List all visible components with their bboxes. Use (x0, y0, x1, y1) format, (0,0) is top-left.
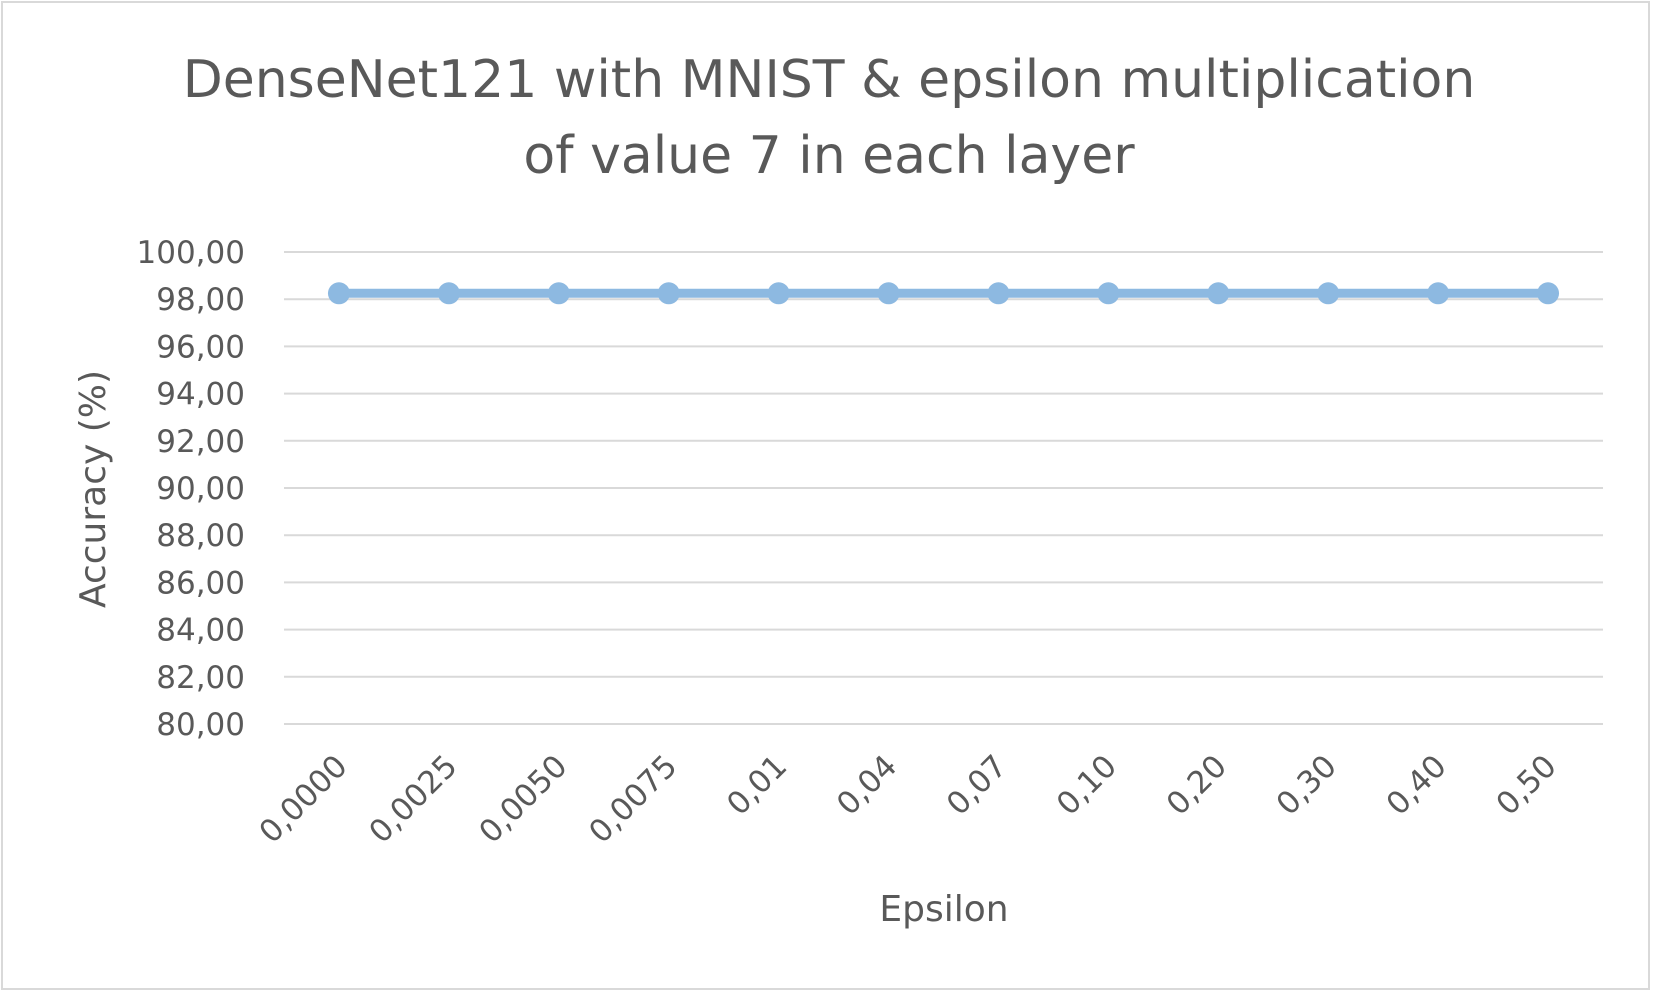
data-point (767, 282, 790, 305)
x-tick-label: 0,0075 (582, 748, 684, 850)
x-tick-label: 0,20 (1160, 748, 1234, 822)
y-axis-title: Accuracy (%) (73, 370, 114, 608)
x-axis-title: Epsilon (879, 889, 1008, 930)
data-point (657, 282, 680, 305)
data-point (877, 282, 900, 305)
x-tick-label: 0,40 (1380, 748, 1454, 822)
x-tick-label: 0,04 (830, 748, 904, 822)
data-point (1317, 282, 1340, 305)
x-tick-label: 0,30 (1270, 748, 1344, 822)
y-tick-label: 100,00 (137, 235, 245, 271)
data-point (1207, 282, 1230, 305)
data-point (437, 282, 460, 305)
x-axis-tick-labels: 0,0000 0,0025 0,0050 0,0075 0,01 0,04 0,07 0,10… (252, 748, 1563, 850)
y-tick-label: 86,00 (156, 565, 245, 601)
gridlines (284, 251, 1603, 725)
y-tick-label: 82,00 (156, 660, 245, 696)
y-tick-label: 94,00 (156, 377, 245, 413)
chart-area: DenseNet121 with MNIST & epsilon multipl… (73, 50, 1603, 930)
data-point (547, 282, 570, 305)
y-tick-label: 88,00 (156, 518, 245, 554)
series-accuracy (327, 282, 1560, 305)
x-tick-label: 0,50 (1489, 748, 1563, 822)
data-point (327, 282, 350, 305)
x-tick-label: 0,0025 (362, 748, 464, 850)
x-tick-label: 0,10 (1050, 748, 1124, 822)
x-tick-label: 0,0050 (472, 748, 574, 850)
data-point (987, 282, 1010, 305)
x-tick-label: 0,07 (940, 748, 1014, 822)
y-axis-tick-labels: 100,00 98,00 96,00 94,00 92,00 90,00 88,00 86,0… (137, 235, 245, 743)
y-tick-label: 90,00 (156, 471, 245, 507)
x-tick-label: 0,01 (720, 748, 794, 822)
y-tick-label: 92,00 (156, 424, 245, 460)
y-tick-label: 84,00 (156, 613, 245, 649)
data-point (1097, 282, 1120, 305)
chart-title-line-1: DenseNet121 with MNIST & epsilon multipl… (183, 50, 1476, 110)
data-point (1427, 282, 1450, 305)
data-point (1537, 282, 1560, 305)
y-tick-label: 80,00 (156, 707, 245, 743)
x-tick-label: 0,0000 (252, 748, 354, 850)
y-tick-label: 98,00 (156, 282, 245, 318)
chart-title-line-2: of value 7 in each layer (523, 126, 1135, 186)
y-tick-label: 96,00 (156, 329, 245, 365)
